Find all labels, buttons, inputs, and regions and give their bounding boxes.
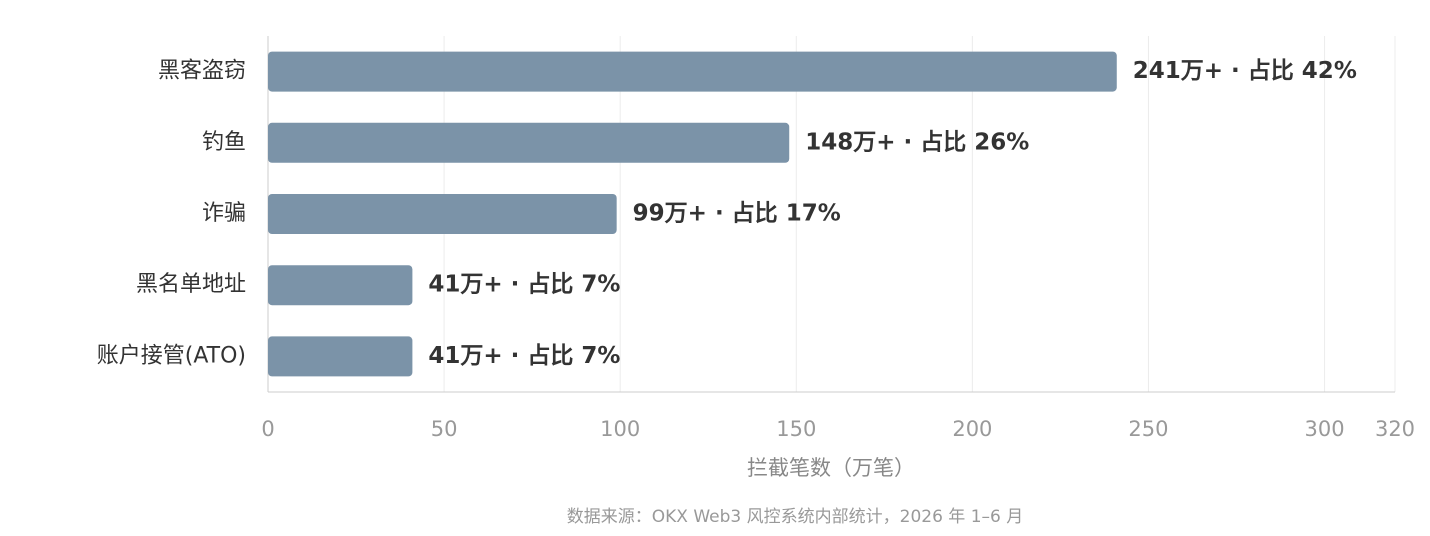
x-tick-label: 50 [431, 417, 458, 441]
bar [268, 51, 1117, 92]
value-label: 41万+ · 占比 7% [428, 343, 620, 369]
y-tick-label: 账户接管(ATO) [97, 343, 246, 368]
x-tick-label: 200 [952, 417, 992, 441]
x-tick-label: 320 [1375, 417, 1415, 441]
value-label: 241万+ · 占比 42% [1133, 58, 1357, 84]
y-tick-label: 黑客盗窃 [158, 59, 246, 84]
x-axis-title: 拦截笔数（万笔） [747, 456, 915, 480]
bar [268, 265, 413, 306]
bar [268, 336, 413, 377]
x-tick-label: 100 [600, 417, 640, 441]
source-note: 数据来源：OKX Web3 风控系统内部统计，2026 年 1–6 月 [567, 507, 1023, 527]
value-label: 41万+ · 占比 7% [428, 272, 620, 298]
bar [268, 122, 790, 163]
y-tick-label: 诈骗 [202, 201, 246, 226]
x-tick-label: 250 [1128, 417, 1168, 441]
bar [268, 194, 617, 234]
value-label: 99万+ · 占比 17% [633, 201, 841, 227]
x-tick-label: 0 [261, 417, 274, 441]
x-tick-label: 150 [776, 417, 816, 441]
value-label: 148万+ · 占比 26% [805, 129, 1029, 155]
y-tick-label: 钓鱼 [202, 130, 246, 155]
x-tick-label: 300 [1305, 417, 1345, 441]
y-tick-label: 黑名单地址 [136, 272, 246, 297]
